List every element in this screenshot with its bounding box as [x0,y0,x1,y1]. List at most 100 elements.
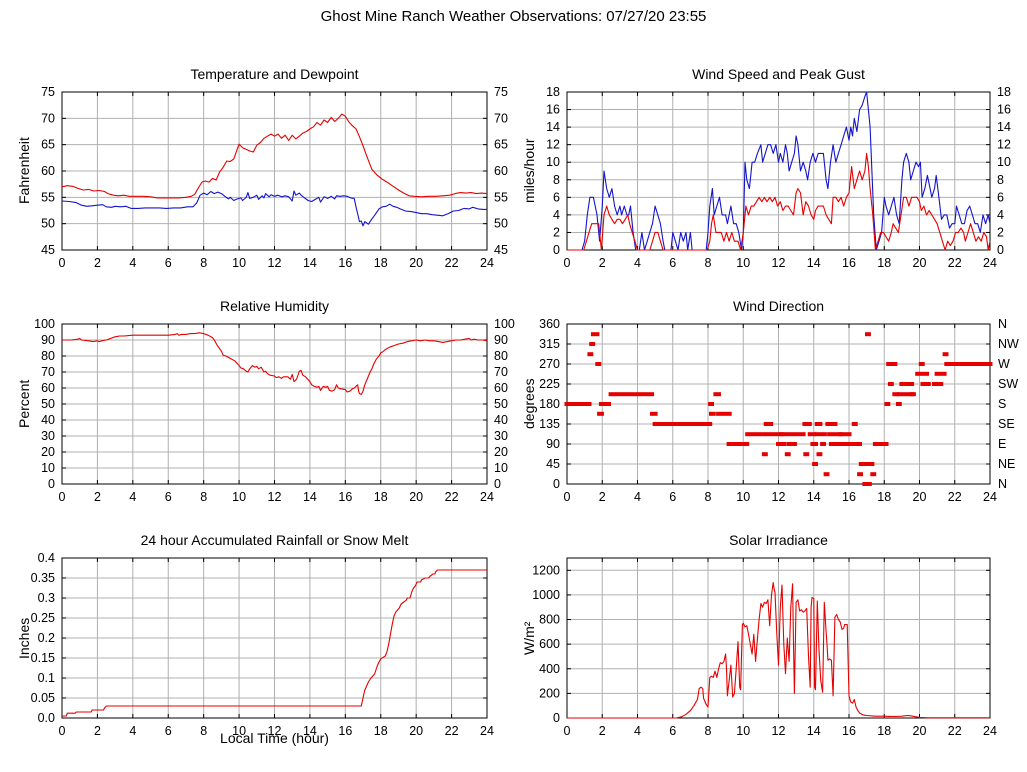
x-tick-label: 18 [374,724,388,738]
y-tick-label: 400 [539,662,560,676]
x-tick-label: 12 [268,490,282,504]
wind-direction-point [895,402,902,406]
y-tick-label-right: 40 [494,413,508,427]
y-tick-label-right: 55 [494,190,508,204]
wind-direction-point [816,452,823,457]
y-tick-label: 0 [553,243,560,257]
x-tick-label: 4 [634,724,641,738]
x-tick-label: 16 [842,256,856,270]
x-tick-label: 4 [129,256,136,270]
x-tick-label: 22 [948,490,962,504]
x-tick-label: 2 [94,724,101,738]
x-tick-label: 8 [200,256,207,270]
y-tick-label: 2 [553,225,560,239]
x-tick-label: 12 [772,490,786,504]
series-irradiance [567,582,990,719]
y-tick-label-right: 0 [997,243,1004,257]
y-tick-label: 70 [41,111,55,125]
x-tick-label: 12 [772,256,786,270]
y-tick-label: 65 [41,138,55,152]
wind-direction-point [652,422,713,426]
y-tick-label: 16 [546,103,560,117]
wind-direction-point [812,462,818,466]
x-tick-label: 14 [807,490,821,504]
y-tick-label: 70 [41,365,55,379]
x-tick-label: 6 [165,724,172,738]
wind-direction-point [853,442,862,446]
y-tick-label: 40 [41,413,55,427]
x-tick-label: 16 [842,724,856,738]
y-tick-label-right: 50 [494,397,508,411]
wind-direction-point [915,371,929,376]
y-tick-label: 50 [41,217,55,231]
y-tick-label: 315 [539,337,560,351]
y-tick-label: 45 [546,457,560,471]
wind-direction-point [784,452,791,457]
wind-direction-point [857,472,863,477]
y-tick-label-right: 45 [494,243,508,257]
y-tick-label: 45 [41,243,55,257]
y-tick-label: 90 [546,437,560,451]
compass-tick-label: SE [998,417,1015,431]
wind-direction-point [595,362,602,366]
wind-direction-point [726,442,750,446]
wind-direction-point [944,362,993,366]
y-tick-label: 55 [41,190,55,204]
page-title: Ghost Mine Ranch Weather Observations: 0… [320,8,707,25]
y-tick-label-right: 60 [494,164,508,178]
y-tick-label: 0 [553,477,560,491]
wind-direction-point [839,442,846,446]
x-tick-label: 18 [877,256,891,270]
y-tick-label-right: 12 [997,138,1011,152]
x-tick-label: 10 [736,256,750,270]
x-tick-label: 8 [200,724,207,738]
y-tick-label: 0.35 [31,571,55,585]
wind-direction-point [650,411,658,416]
wind-direction-point [865,332,871,337]
y-tick-label-right: 65 [494,138,508,152]
y-tick-label: 100 [34,317,55,331]
series-wind-speed [567,152,991,251]
wind-direction-point [918,362,925,366]
x-tick-label: 22 [445,724,459,738]
wind-direction-point [590,332,600,337]
compass-tick-label: NW [998,337,1019,351]
x-tick-label: 24 [983,724,997,738]
x-tick-label: 8 [705,724,712,738]
wind-direction-point [868,462,875,466]
wind-direction-point [709,411,716,416]
y-tick-label-right: 80 [494,349,508,363]
wind-direction-point [886,362,898,366]
y-tick-label: 0.2 [38,631,55,645]
y-axis-label-w-per-m2: W/m² [521,621,537,655]
compass-tick-label: W [998,357,1010,371]
y-tick-label: 50 [41,397,55,411]
wind-direction-point [708,402,714,406]
x-tick-label: 24 [480,256,494,270]
y-tick-label: 0 [48,477,55,491]
x-tick-label: 22 [445,490,459,504]
y-axis-label-percent: Percent [16,379,32,429]
wind-direction-point [564,402,592,406]
wind-direction-point [884,402,891,406]
wind-direction-point [920,382,931,386]
x-tick-label: 4 [129,724,136,738]
x-tick-label: 8 [705,490,712,504]
wind-direction-point [843,442,850,446]
wind-direction-point [807,432,817,437]
wind-direction-point [862,482,872,486]
y-tick-label: 14 [546,120,560,134]
x-tick-label: 6 [165,490,172,504]
x-tick-label: 2 [599,256,606,270]
wind-direction-point [851,422,858,426]
x-tick-label: 24 [983,256,997,270]
wind-direction-point [608,392,655,397]
y-tick-label-right: 14 [997,120,1011,134]
wind-direction-point [814,422,823,426]
y-tick-label: 225 [539,377,560,391]
y-axis-label-miles-per-hour: miles/hour [521,138,537,204]
y-tick-label-right: 60 [494,381,508,395]
y-tick-label: 135 [539,417,560,431]
x-tick-label: 20 [913,256,927,270]
x-tick-label: 12 [268,724,282,738]
